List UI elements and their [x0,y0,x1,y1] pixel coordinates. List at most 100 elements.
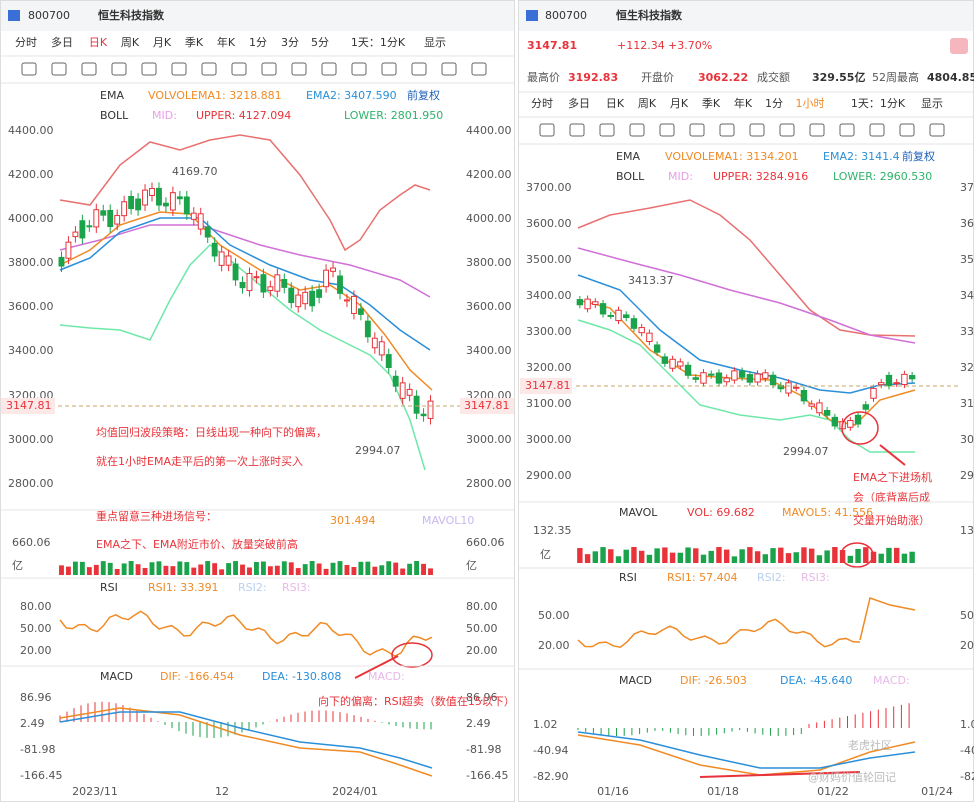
vol-mavol: MAVOL5: 41.556 [782,506,873,519]
period-tab[interactable]: 周K [638,97,657,110]
volume-bar [428,568,433,575]
candle [623,314,630,319]
candle [302,291,309,305]
period-tab[interactable]: 1分 [765,97,783,110]
volume-bar [824,550,830,563]
volume-bar [677,552,684,563]
stock-name: 恒生科技指数 [98,8,165,22]
tool-icon[interactable] [719,123,735,137]
tool-icon[interactable] [381,62,397,76]
macd-value: DEA: -130.808 [262,670,341,683]
period-tab[interactable]: 月K [670,97,689,110]
tool-icon[interactable] [291,62,307,76]
tool-icon[interactable] [441,62,457,76]
tool-icon[interactable] [629,123,645,137]
y-tick-label: 3200.00 [960,361,974,374]
tool-icon[interactable] [411,62,427,76]
favorite-button[interactable] [950,38,968,54]
tool-icon[interactable] [689,123,705,137]
macd-value: DIF: -166.454 [160,670,234,683]
tool-icon[interactable] [839,123,855,137]
rsi-value: RSI2: [238,581,267,594]
volume-bar [631,547,637,563]
vol-value: VOL: 69.682 [687,506,755,519]
tool-icon[interactable] [749,123,765,137]
arrow [699,771,861,778]
tool-icon[interactable] [81,62,97,76]
period-tab[interactable]: 1小时 [796,97,825,110]
candle [239,281,246,289]
tool-icon[interactable] [51,62,67,76]
tool-icon[interactable] [569,123,585,137]
period-tab[interactable]: 多日 [51,35,73,49]
annotation: 向下的偏离：RSI超卖（数值在15以下） [318,694,515,708]
tool-icon[interactable] [779,123,795,137]
volume-bar [723,549,730,563]
period-tab[interactable]: 月K [153,36,172,49]
period-tab[interactable]: 季K [185,36,204,49]
period-tab[interactable]: 1天：1分K [351,36,406,49]
volume-bar [281,561,287,575]
volume-bar [778,547,784,563]
tool-icon[interactable] [321,62,337,76]
candle [65,241,72,259]
tool-icon[interactable] [929,123,945,137]
ema-line [59,211,433,391]
period-tab[interactable]: 3分 [281,36,299,49]
tool-icon[interactable] [141,62,157,76]
period-tab[interactable]: 分时 [15,36,37,49]
y-tick-label: 2.49 [466,717,491,730]
period-tab[interactable]: 日K [89,36,108,49]
adjust-mode[interactable]: 前复权 [902,149,935,163]
period-tab[interactable]: 5分 [311,36,329,49]
tool-icon[interactable] [899,123,915,137]
candle [677,361,684,367]
candle [183,196,190,215]
x-tick-label: 01/16 [597,785,629,798]
y-tick-label: 86.96 [466,691,498,704]
period-tab[interactable]: 多日 [568,96,590,110]
volume-bar [240,564,245,575]
tool-icon[interactable] [111,62,127,76]
y-tick-label: 132.35 [960,524,974,537]
period-tab[interactable]: 1天：1分K [851,97,906,110]
volume-bar [421,563,426,575]
period-tab[interactable]: 周K [121,36,140,49]
period-tab[interactable]: 年K [217,35,236,49]
watermark: @财妈价值轮回记 [808,770,896,784]
volume-bar [669,552,676,563]
tool-icon[interactable] [809,123,825,137]
adjust-mode[interactable]: 前复权 [407,88,440,102]
period-tab[interactable]: 显示 [921,97,943,110]
period-tab[interactable]: 季K [702,97,721,110]
tool-icon[interactable] [21,62,37,76]
tool-icon[interactable] [351,62,367,76]
volume-bar [839,549,846,563]
y-tick-label: 20.00 [960,639,974,652]
ema-value: VOLVOLEMA1: 3134.201 [665,150,799,163]
candle [176,196,183,200]
tool-icon[interactable] [231,62,247,76]
tool-icon[interactable] [471,62,487,76]
y-tick-label: 80.00 [20,600,52,613]
volume-bar [247,567,252,575]
tool-icon[interactable] [201,62,217,76]
tool-icon[interactable] [261,62,277,76]
period-tab[interactable]: 日K [606,97,625,110]
volume-bar [309,561,315,575]
tool-icon[interactable] [599,123,615,137]
tool-icon[interactable] [171,62,187,76]
tool-icon[interactable] [539,123,555,137]
y-tick-label: 3500.00 [960,253,974,266]
low-mark: 2994.07 [783,445,829,458]
y-tick-label: -81.98 [466,743,501,756]
period-tab[interactable]: 分时 [531,97,553,110]
indicator-name: RSI [100,581,118,594]
tool-icon[interactable] [659,123,675,137]
period-tab[interactable]: 显示 [424,36,446,49]
period-tab[interactable]: 1分 [249,36,267,49]
candle [708,373,715,376]
period-tab[interactable]: 年K [734,96,753,110]
tool-icon[interactable] [869,123,885,137]
